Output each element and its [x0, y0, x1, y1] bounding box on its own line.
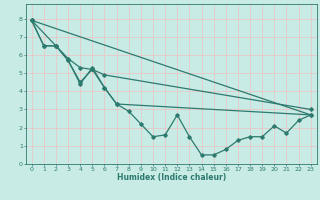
X-axis label: Humidex (Indice chaleur): Humidex (Indice chaleur) [116, 173, 226, 182]
